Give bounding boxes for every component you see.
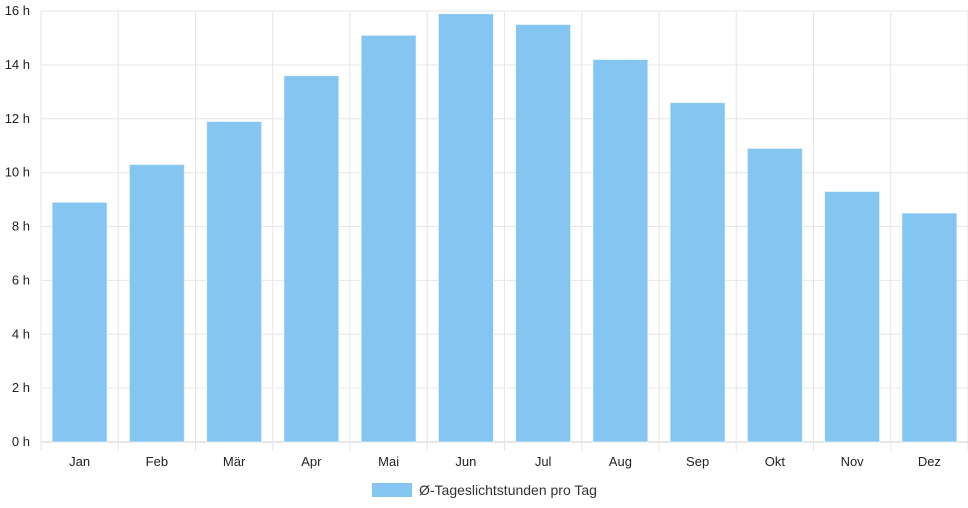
x-tick-label: Jun xyxy=(455,454,476,469)
x-tick-label: Jul xyxy=(535,454,552,469)
bar-Mai[interactable] xyxy=(360,34,417,443)
y-tick-label: 12 h xyxy=(5,111,30,126)
y-tick-label: 6 h xyxy=(12,272,30,287)
bars-layer xyxy=(51,13,958,443)
grid-layer xyxy=(40,10,968,451)
x-tick-label: Okt xyxy=(765,454,786,469)
y-tick-label: 2 h xyxy=(12,380,30,395)
y-tick-label: 8 h xyxy=(12,219,30,234)
bar-Apr[interactable] xyxy=(283,75,340,443)
bar-Jan[interactable] xyxy=(51,201,108,443)
bar-Feb[interactable] xyxy=(128,164,185,443)
bar-Sep[interactable] xyxy=(669,102,726,443)
legend[interactable]: Ø-Tageslichtstunden pro Tag xyxy=(372,482,597,498)
x-tick-label: Sep xyxy=(686,454,709,469)
bar-Aug[interactable] xyxy=(592,58,649,443)
bar-Jul[interactable] xyxy=(515,23,572,443)
bar-Mär[interactable] xyxy=(206,120,263,443)
y-tick-label: 0 h xyxy=(12,434,30,449)
y-tick-label: 16 h xyxy=(5,3,30,18)
x-tick-label: Feb xyxy=(146,454,168,469)
y-tick-label: 4 h xyxy=(12,326,30,341)
x-tick-label: Mär xyxy=(223,454,246,469)
bar-Nov[interactable] xyxy=(824,190,881,443)
x-tick-label: Nov xyxy=(841,454,865,469)
x-tick-label: Jan xyxy=(69,454,90,469)
x-tick-label: Aug xyxy=(609,454,632,469)
y-tick-label: 10 h xyxy=(5,165,30,180)
bar-Okt[interactable] xyxy=(746,147,803,443)
bar-Dez[interactable] xyxy=(901,212,958,443)
legend-swatch xyxy=(372,483,412,497)
axis-layer: 0 h 2 h 4 h 6 h 8 h 10 h 12 h 14 h 16 h Jan Feb Mär… xyxy=(5,3,941,469)
legend-label: Ø-Tageslichtstunden pro Tag xyxy=(419,482,597,498)
bar-Jun[interactable] xyxy=(437,13,494,443)
y-tick-label: 14 h xyxy=(5,57,30,72)
x-tick-label: Apr xyxy=(301,454,322,469)
x-tick-label: Mai xyxy=(378,454,399,469)
x-tick-label: Dez xyxy=(918,454,941,469)
